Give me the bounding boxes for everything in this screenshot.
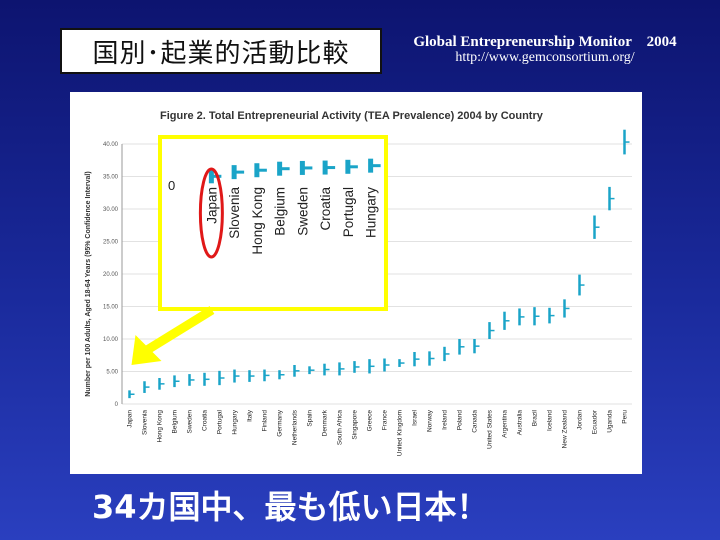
- y-tick-layer: 0 5.00 10.00 15.00 20.00 25.00 30.00 35.00 40.00: [103, 142, 119, 408]
- x-tick-label: Australia: [517, 410, 524, 436]
- mark-layer: [128, 129, 630, 399]
- x-tick-label: Ecuador: [592, 409, 599, 434]
- inset-zero-label: 0: [168, 178, 175, 193]
- x-tick-label: Hong Kong: [157, 410, 164, 443]
- x-tick-label: Belgium: [172, 410, 179, 433]
- source-title: Global Entrepreneurship Monitor 2004: [413, 34, 677, 50]
- x-tick-label: Slovenia: [142, 410, 149, 435]
- x-tick-label: Japan: [127, 410, 134, 428]
- x-tick-label: Peru: [622, 410, 629, 424]
- x-tick-label: Uganda: [607, 410, 614, 433]
- x-tick-label: Hungary: [232, 409, 239, 434]
- inset-country-label: Portugal: [341, 187, 356, 237]
- chart-title: Figure 2. Total Entrepreneurial Activity…: [160, 110, 544, 122]
- inset-country-label: Belgium: [273, 187, 288, 236]
- x-tick-label: Germany: [277, 409, 284, 436]
- x-tick-label: Singapore: [352, 410, 359, 440]
- chart-panel: Figure 2. Total Entrepreneurial Activity…: [70, 92, 642, 474]
- y-tick-label: 35.00: [103, 175, 119, 181]
- y-tick-label: 0: [115, 402, 119, 408]
- arrow-shaft: [143, 306, 215, 355]
- arrow-head: [131, 335, 162, 365]
- highlight-arrow: [131, 306, 215, 365]
- y-tick-label: 20.00: [103, 272, 119, 278]
- inset-country-label: Hong Kong: [250, 187, 265, 255]
- x-tick-label: United Kingdom: [397, 410, 404, 456]
- inset-country-label: Hungary: [364, 187, 379, 238]
- x-tick-label: Greece: [367, 410, 374, 432]
- x-tick-label: Croatia: [202, 410, 209, 431]
- japan-highlight-circle: [198, 167, 224, 259]
- x-tick-label: Poland: [457, 410, 464, 431]
- slide-caption: 34カ国中、最も低い日本！: [92, 488, 489, 526]
- x-tick-label: Finland: [262, 410, 269, 432]
- y-tick-label: 15.00: [103, 305, 119, 311]
- x-tick-label: Brazil: [532, 409, 539, 426]
- inset-country-label: Sweden: [295, 187, 310, 236]
- x-tick-label: South Africa: [337, 410, 344, 445]
- y-axis-label: Number per 100 Adults, Aged 18-64 Years …: [85, 171, 92, 396]
- inset-country-label: Croatia: [318, 187, 333, 231]
- x-tick-label: Iceland: [547, 410, 554, 431]
- inset-country-label: Slovenia: [227, 187, 242, 239]
- x-tick-label: Denmark: [322, 409, 329, 436]
- x-tick-label: Portugal: [217, 409, 224, 434]
- y-tick-label: 10.00: [103, 337, 119, 343]
- x-tick-label: Norway: [427, 409, 434, 432]
- slide-title-box: 国別･起業的活動比較: [60, 28, 382, 74]
- x-tick-label: Ireland: [442, 410, 449, 430]
- y-tick-label: 40.00: [103, 142, 119, 148]
- x-tick-label: Canada: [472, 410, 479, 433]
- x-tick-label: Argentina: [502, 410, 509, 438]
- x-tick-label: Sweden: [187, 410, 194, 434]
- y-tick-label: 25.00: [103, 240, 119, 246]
- x-tick-label: Italy: [247, 409, 254, 422]
- source-url[interactable]: http://www.gemconsortium.org/: [455, 50, 635, 65]
- x-tick-label: France: [382, 410, 389, 431]
- x-tick-label: Israel: [412, 409, 419, 425]
- x-tick-label: New Zealand: [562, 410, 569, 449]
- tea-chart: Figure 2. Total Entrepreneurial Activity…: [85, 110, 632, 456]
- zoom-inset: 0 Japan Slovenia Hong Kong Belgium Sweden Croa…: [158, 135, 388, 311]
- y-tick-label: 30.00: [103, 207, 119, 213]
- x-tick-label: Spain: [307, 410, 314, 427]
- x-label-layer: Japan Slovenia Hong Kong Belgium Sweden Croat…: [127, 409, 629, 456]
- x-tick-label: Netherlands: [292, 409, 299, 445]
- x-tick-label: United States: [487, 409, 494, 449]
- y-tick-label: 5.00: [106, 370, 118, 376]
- x-tick-label: Jordan: [577, 410, 584, 430]
- slide-title: 国別･起業的活動比較: [92, 38, 350, 69]
- inset-country-label: Japan: [204, 187, 219, 224]
